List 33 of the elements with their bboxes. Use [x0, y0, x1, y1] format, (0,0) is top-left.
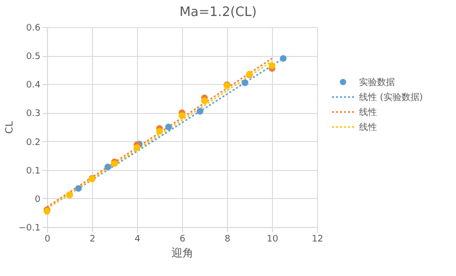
- x-tick-label: 12: [312, 234, 324, 244]
- point: [280, 55, 287, 62]
- x-axis-title: 迎角: [172, 246, 194, 260]
- y-tick-label: 0.5: [26, 52, 40, 62]
- x-tick-label: 6: [180, 234, 186, 244]
- point: [156, 128, 163, 135]
- point: [196, 108, 204, 115]
- legend-label: 实验数据: [359, 77, 395, 88]
- point: [242, 79, 248, 86]
- x-tick-label: 2: [90, 234, 96, 244]
- chart-title: Ma=1.2(CL): [179, 5, 257, 20]
- legend-label: 线性: [359, 122, 377, 133]
- point: [104, 164, 112, 170]
- point: [134, 144, 140, 151]
- x-tick-label: 4: [134, 234, 141, 244]
- x-tick-label: 0: [44, 234, 51, 244]
- point: [165, 124, 172, 130]
- point: [178, 112, 186, 119]
- y-tick-label: 0.4: [26, 80, 41, 91]
- y-tick-label: 0.1: [26, 166, 40, 176]
- point: [201, 97, 208, 104]
- legend-label: 线性 (实验数据): [359, 92, 423, 103]
- y-tick-label: 0.6: [26, 24, 41, 34]
- x-tick-label: 8: [224, 234, 231, 244]
- legend-label: 线性: [359, 107, 377, 118]
- point: [268, 62, 276, 69]
- y-axis-title: CL: [4, 120, 16, 134]
- y-tick-label: 0: [34, 194, 41, 205]
- point: [75, 185, 82, 192]
- y-tick-label: −0.1: [18, 224, 40, 234]
- x-tick-label: 10: [266, 234, 278, 244]
- y-tick-label: 0.3: [26, 109, 40, 120]
- y-tick-label: 0.2: [26, 138, 40, 148]
